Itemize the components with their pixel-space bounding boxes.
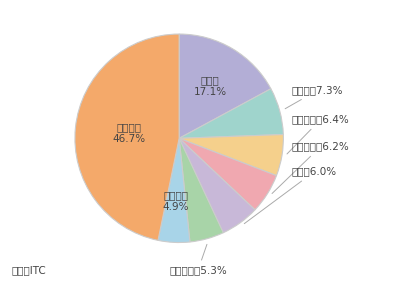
Text: 資料：ITC: 資料：ITC — [12, 265, 47, 276]
Text: フランス，6.2%: フランス，6.2% — [272, 141, 350, 193]
Wedge shape — [179, 34, 271, 138]
Wedge shape — [179, 138, 255, 233]
Text: 中国，
17.1%: 中国， 17.1% — [194, 75, 227, 97]
Wedge shape — [179, 135, 283, 176]
Text: イタリア，5.3%: イタリア，5.3% — [169, 244, 227, 276]
Text: その他，
46.7%: その他， 46.7% — [113, 122, 146, 144]
Text: インド，7.3%: インド，7.3% — [285, 85, 343, 109]
Text: スペイン，6.4%: スペイン，6.4% — [287, 115, 350, 154]
Wedge shape — [179, 138, 276, 210]
Wedge shape — [179, 89, 283, 138]
Text: ドイツ，
4.9%: ドイツ， 4.9% — [163, 190, 189, 212]
Wedge shape — [158, 138, 190, 243]
Text: 米国，6.0%: 米国，6.0% — [244, 167, 337, 224]
Wedge shape — [179, 138, 223, 242]
Wedge shape — [75, 34, 179, 240]
